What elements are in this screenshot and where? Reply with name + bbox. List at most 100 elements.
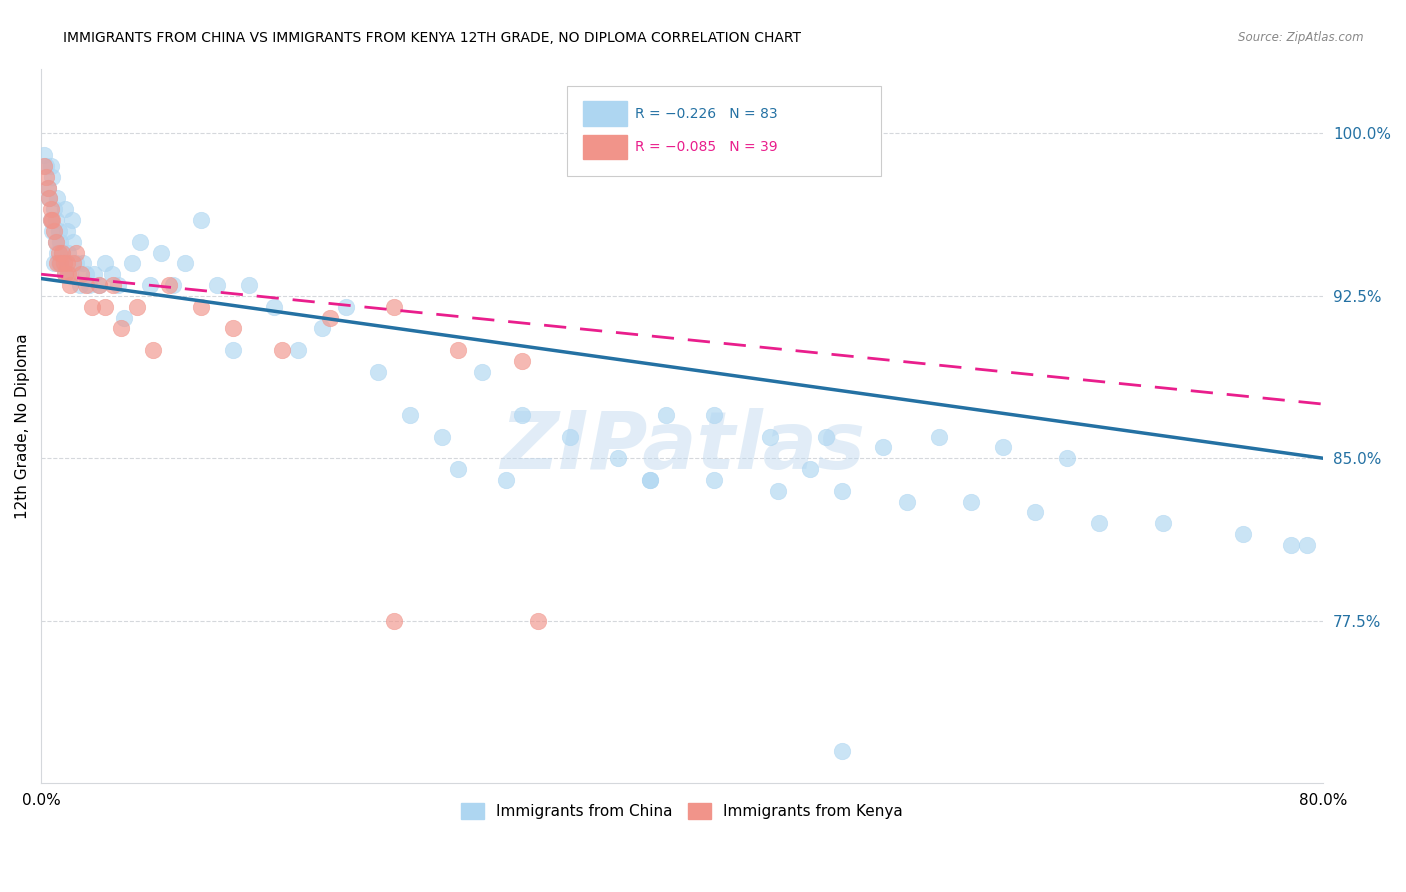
Point [52,256,75,270]
Point [48,245,70,260]
Point [60,213,83,227]
Point [1296,538,1319,552]
Point [48,224,70,238]
Point [87,278,110,293]
Point [59,278,82,293]
Point [55,256,77,270]
Point [190,213,212,227]
FancyBboxPatch shape [583,102,627,126]
Point [51,245,73,260]
Point [527,614,550,628]
Point [222,343,245,357]
FancyBboxPatch shape [567,87,882,176]
Point [39,202,62,217]
Point [48,256,70,270]
Point [53,267,76,281]
Point [318,310,340,325]
Point [1152,516,1174,531]
Point [41,169,63,184]
Point [44,213,66,227]
Point [447,462,470,476]
Point [94,300,117,314]
Point [471,365,494,379]
Point [44,235,66,249]
Point [872,441,894,455]
Point [51,245,73,260]
Point [655,408,678,422]
Point [38,191,60,205]
Point [70,267,93,281]
Point [35,169,58,184]
Point [928,429,950,443]
Point [35,159,58,173]
Point [59,267,82,281]
Point [34,159,56,173]
Text: ZIPatlas: ZIPatlas [499,409,865,486]
Point [46,245,69,260]
Point [157,278,180,293]
Point [100,267,122,281]
Point [510,408,533,422]
Point [335,300,357,314]
Y-axis label: 12th Grade, No Diploma: 12th Grade, No Diploma [15,333,30,518]
Point [150,245,173,260]
Point [38,191,60,205]
Point [39,213,62,227]
Point [991,441,1014,455]
Point [799,462,821,476]
Point [768,483,790,498]
Point [46,256,69,270]
Point [49,235,72,249]
Point [42,224,65,238]
Point [94,256,117,270]
Point [83,267,105,281]
Point [367,365,389,379]
Point [638,473,661,487]
Point [39,213,62,227]
Point [959,494,981,508]
Point [222,321,245,335]
Point [114,310,136,325]
Point [37,180,59,194]
Point [82,300,104,314]
Point [58,267,80,281]
Point [87,278,110,293]
Point [103,278,125,293]
Point [270,343,292,357]
Point [55,224,77,238]
Point [398,408,420,422]
Point [430,429,453,443]
Point [129,235,152,249]
Point [607,451,630,466]
Point [896,494,918,508]
Point [34,148,56,162]
Point [190,300,212,314]
Point [558,429,581,443]
Point [41,224,63,238]
Point [238,278,260,293]
Point [139,278,162,293]
Point [162,278,184,293]
Point [1232,527,1254,541]
Point [263,300,285,314]
Text: IMMIGRANTS FROM CHINA VS IMMIGRANTS FROM KENYA 12TH GRADE, NO DIPLOMA CORRELATIO: IMMIGRANTS FROM CHINA VS IMMIGRANTS FROM… [63,31,801,45]
Text: R = −0.085   N = 39: R = −0.085 N = 39 [634,140,778,154]
Point [65,256,87,270]
Point [127,300,149,314]
Point [53,267,76,281]
Point [1056,451,1078,466]
Text: R = −0.226   N = 83: R = −0.226 N = 83 [634,106,778,120]
Point [75,267,97,281]
Point [287,343,309,357]
Legend: Immigrants from China, Immigrants from Kenya: Immigrants from China, Immigrants from K… [456,797,910,825]
Point [207,278,229,293]
Point [72,256,94,270]
Point [46,191,69,205]
Point [703,408,725,422]
Point [77,278,100,293]
Point [53,202,76,217]
Point [311,321,333,335]
Point [1088,516,1111,531]
Point [831,483,853,498]
Point [815,429,838,443]
